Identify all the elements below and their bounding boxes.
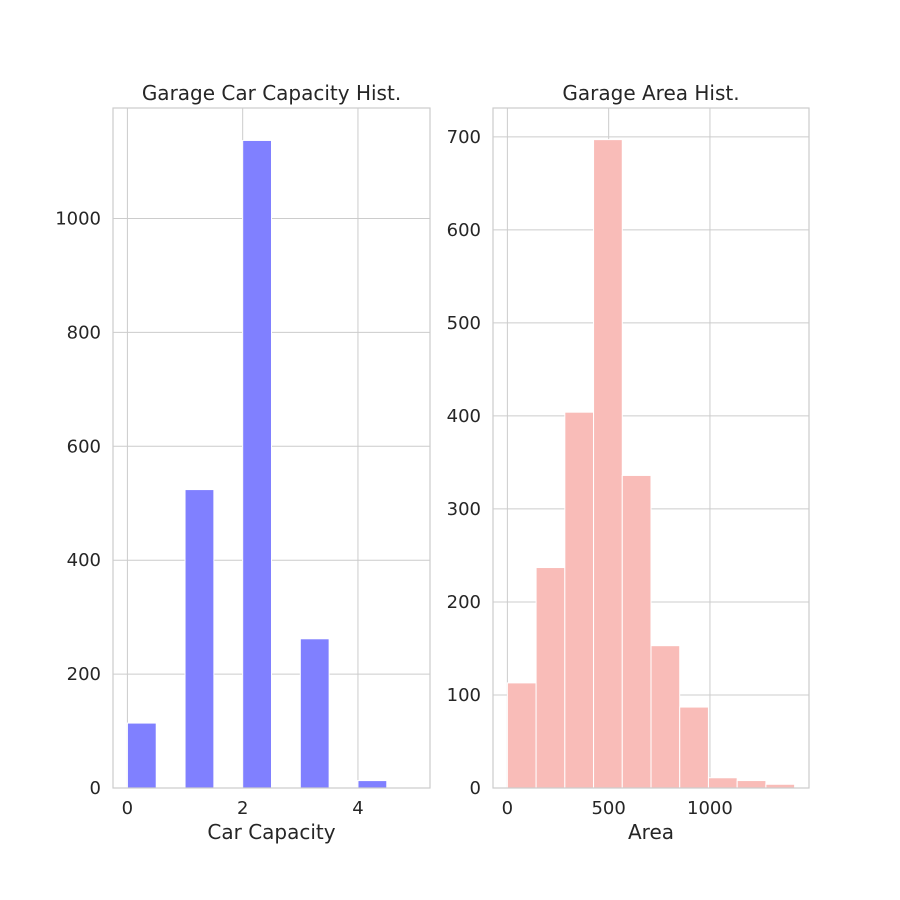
garage-area-histogram-bar bbox=[621, 474, 652, 789]
garage-area-histogram-bar bbox=[593, 139, 623, 789]
garage-area-x-tick-label: 0 bbox=[502, 798, 513, 819]
car-capacity-histogram-bar bbox=[184, 489, 215, 789]
garage-area-y-tick-label: 0 bbox=[470, 778, 481, 799]
garage-area-histogram-panel: 0 100 200 300 400 500 600 700 0 500 1000 Garage Are… bbox=[447, 81, 810, 844]
garage-area-histogram-bar bbox=[564, 411, 595, 789]
garage-area-histogram-bar bbox=[650, 645, 681, 789]
garage-area-histogram-bar bbox=[679, 706, 709, 789]
car-capacity-x-tick-label: 4 bbox=[352, 798, 363, 819]
garage-area-x-axis-label: Area bbox=[628, 820, 674, 844]
car-capacity-x-tick-label: 2 bbox=[237, 798, 248, 819]
garage-area-histogram-bar bbox=[736, 780, 767, 789]
car-capacity-plot-frame bbox=[112, 107, 431, 789]
car-capacity-y-tick-label: 0 bbox=[90, 778, 101, 799]
car-capacity-histogram-bar bbox=[126, 722, 157, 789]
garage-area-y-tick-label: 200 bbox=[447, 592, 481, 613]
garage-area-y-tick-label: 500 bbox=[447, 313, 481, 334]
garage-area-x-tick-label: 1000 bbox=[687, 798, 733, 819]
car-capacity-y-tick-label: 1000 bbox=[55, 208, 101, 229]
garage-area-y-tick-label: 100 bbox=[447, 685, 481, 706]
garage-area-chart-title: Garage Area Hist. bbox=[562, 81, 739, 105]
garage-area-y-tick-label: 600 bbox=[447, 220, 481, 241]
garage-area-histogram-bar bbox=[506, 682, 537, 789]
garage-area-y-tick-label: 700 bbox=[447, 127, 481, 148]
garage-area-y-tick-label: 400 bbox=[447, 406, 481, 427]
car-capacity-x-tick-label: 0 bbox=[122, 798, 133, 819]
garage-area-plot-frame bbox=[492, 107, 810, 789]
garage-area-histogram-bar bbox=[535, 567, 566, 789]
car-capacity-y-tick-label: 400 bbox=[67, 550, 101, 571]
car-capacity-chart-title: Garage Car Capacity Hist. bbox=[142, 81, 401, 105]
car-capacity-y-tick-label: 200 bbox=[67, 664, 101, 685]
garage-area-histogram-bar bbox=[707, 777, 738, 789]
garage-area-y-tick-label: 300 bbox=[447, 499, 481, 520]
car-capacity-histogram-bar bbox=[357, 780, 388, 789]
car-capacity-histogram-panel: 0 200 400 600 800 1000 0 2 4 Garage Car Capacity … bbox=[55, 81, 431, 844]
car-capacity-x-axis-label: Car Capacity bbox=[207, 820, 335, 844]
car-capacity-histogram-bar bbox=[242, 139, 273, 789]
car-capacity-y-tick-label: 600 bbox=[67, 436, 101, 457]
garage-area-x-tick-label: 500 bbox=[591, 798, 625, 819]
car-capacity-histogram-bar bbox=[299, 638, 330, 789]
car-capacity-y-tick-label: 800 bbox=[67, 322, 101, 343]
